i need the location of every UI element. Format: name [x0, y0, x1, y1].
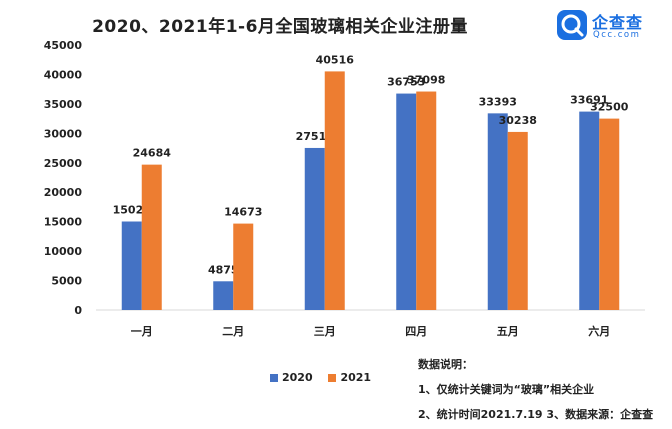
notes-line-2: 2、统计时间2021.7.19 3、数据来源：企查查: [418, 408, 654, 421]
y-tick-label: 25000: [44, 157, 83, 170]
bar-2020: [304, 147, 325, 310]
y-tick-label: 5000: [51, 275, 82, 288]
bar-2021: [416, 91, 437, 310]
qcc-logo: 企查查 Qcc.com: [556, 6, 668, 46]
bar-2021: [599, 118, 620, 310]
legend-swatch-2020: [270, 373, 278, 382]
data-label-2020: 33691: [570, 94, 608, 107]
x-category-label: 六月: [588, 324, 610, 338]
y-tick-label: 45000: [44, 39, 83, 52]
data-label-2021: 32500: [590, 101, 629, 114]
legend-label-2020: 2020: [282, 371, 313, 384]
notes-line-1: 1、仅统计关键词为“玻璃”相关企业: [418, 383, 595, 396]
x-category-label: 三月: [314, 325, 336, 338]
bar-2021: [324, 71, 345, 310]
y-tick-label: 40000: [44, 68, 83, 81]
legend-label-2021: 2021: [340, 371, 372, 384]
data-label-2021: 40516: [316, 53, 355, 66]
bar-2020: [213, 281, 234, 310]
data-label-2020: 36753: [387, 76, 425, 89]
data-label-2021: 14673: [224, 206, 262, 219]
logo-domain: Qcc.com: [593, 30, 641, 40]
data-label-2020: 33393: [479, 95, 517, 108]
data-label-2021: 30238: [499, 114, 537, 127]
legend: 2020 2021: [270, 371, 383, 385]
x-category-label: 五月: [497, 325, 519, 338]
legend-item-2021: 2021: [328, 371, 371, 384]
data-label-2020: 4875: [208, 263, 239, 276]
bar-2021: [507, 131, 528, 310]
x-category-label: 二月: [222, 325, 244, 338]
bar-2021: [233, 223, 254, 310]
qcc-logo-icon: [557, 10, 587, 40]
bar-2020: [121, 221, 142, 310]
legend-swatch-2021: [328, 373, 337, 382]
y-tick-label: 0: [74, 304, 82, 317]
data-label-2020: 27518: [296, 130, 334, 143]
bar-2020: [579, 111, 600, 310]
y-tick-label: 30000: [44, 127, 83, 140]
data-label-2021: 37098: [407, 74, 445, 87]
y-tick-label: 10000: [44, 245, 83, 258]
logo-name: 企查查: [592, 13, 644, 32]
data-label-2021: 24684: [133, 147, 172, 160]
data-label-2020: 15028: [113, 204, 151, 217]
x-category-label: 四月: [405, 325, 427, 338]
x-category-label: 一月: [131, 325, 153, 338]
legend-item-2020: 2020: [270, 371, 313, 384]
data-notes: 数据说明： 1、仅统计关键词为“玻璃”相关企业 2、统计时间2021.7.19 …: [418, 352, 653, 427]
bar-2020: [396, 93, 417, 310]
y-tick-label: 35000: [44, 98, 83, 111]
bar-2020: [487, 113, 508, 311]
y-tick-label: 15000: [44, 216, 83, 229]
bar-2021: [141, 164, 162, 310]
y-tick-label: 20000: [44, 186, 83, 199]
notes-heading: 数据说明：: [418, 358, 473, 371]
chart-title: 2020、2021年1-6月全国玻璃相关企业注册量: [92, 17, 468, 37]
